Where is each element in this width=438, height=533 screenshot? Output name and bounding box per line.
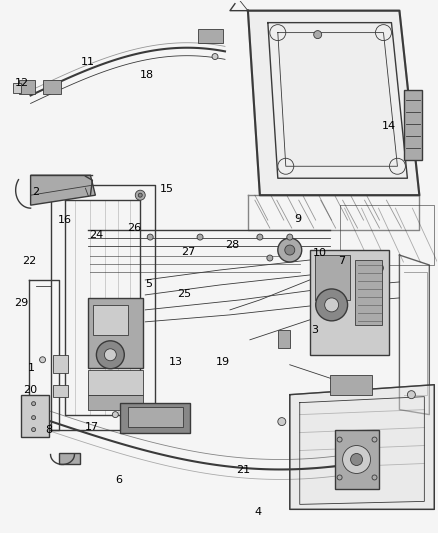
Circle shape	[39, 357, 46, 363]
Text: 22: 22	[22, 256, 36, 266]
Text: 25: 25	[177, 289, 191, 299]
Text: 9: 9	[294, 214, 301, 224]
Circle shape	[267, 255, 273, 261]
Bar	[278, 330, 290, 348]
Bar	[314, 255, 350, 300]
Text: 13: 13	[168, 357, 182, 367]
Circle shape	[147, 234, 153, 240]
Bar	[404, 91, 422, 160]
Text: 21: 21	[236, 465, 250, 474]
Bar	[198, 29, 223, 43]
Text: 17: 17	[85, 422, 99, 432]
Bar	[13, 84, 21, 93]
Bar	[59, 453, 81, 464]
Text: 11: 11	[81, 57, 95, 67]
Circle shape	[112, 411, 118, 417]
Polygon shape	[31, 175, 95, 205]
Circle shape	[278, 417, 286, 425]
Circle shape	[138, 193, 142, 197]
Polygon shape	[290, 385, 434, 510]
Text: 3: 3	[311, 325, 318, 335]
Circle shape	[407, 391, 415, 399]
Text: 27: 27	[181, 247, 195, 256]
Circle shape	[337, 437, 342, 442]
Circle shape	[278, 238, 302, 262]
Text: 2: 2	[32, 187, 39, 197]
Text: 8: 8	[45, 425, 52, 435]
Text: 24: 24	[89, 230, 103, 240]
Circle shape	[212, 53, 218, 60]
Circle shape	[316, 289, 348, 321]
Text: 5: 5	[146, 279, 152, 288]
Circle shape	[32, 402, 35, 406]
Text: 18: 18	[140, 70, 154, 80]
Text: 7: 7	[338, 256, 345, 266]
Circle shape	[135, 190, 145, 200]
Circle shape	[314, 30, 321, 38]
Circle shape	[287, 234, 293, 240]
Circle shape	[104, 349, 117, 361]
Circle shape	[197, 234, 203, 240]
Text: 14: 14	[382, 120, 396, 131]
Circle shape	[32, 416, 35, 419]
Text: 1: 1	[28, 362, 35, 373]
Text: 29: 29	[14, 297, 29, 308]
Text: 4: 4	[255, 507, 262, 517]
Circle shape	[372, 475, 377, 480]
Circle shape	[375, 264, 384, 272]
Text: 6: 6	[115, 475, 122, 485]
Polygon shape	[248, 11, 419, 195]
Circle shape	[325, 298, 339, 312]
Text: 28: 28	[225, 240, 239, 250]
Text: 15: 15	[159, 184, 173, 195]
Bar	[310, 250, 389, 355]
Bar	[355, 260, 382, 325]
Bar	[128, 407, 183, 426]
Bar	[21, 394, 49, 437]
Bar	[88, 394, 143, 410]
Bar	[120, 402, 190, 433]
Text: 16: 16	[58, 215, 72, 225]
Text: 26: 26	[127, 223, 141, 233]
Circle shape	[32, 427, 35, 432]
Text: 20: 20	[23, 385, 37, 395]
Text: 10: 10	[312, 248, 326, 258]
Bar	[330, 375, 371, 394]
Circle shape	[372, 437, 377, 442]
Circle shape	[257, 234, 263, 240]
Circle shape	[96, 341, 124, 369]
Bar	[88, 370, 143, 394]
Bar	[19, 80, 35, 94]
Circle shape	[285, 245, 295, 255]
Circle shape	[343, 446, 371, 473]
Bar	[42, 80, 60, 94]
Text: 12: 12	[14, 78, 29, 88]
Text: 19: 19	[216, 357, 230, 367]
Bar	[93, 305, 128, 335]
Bar	[53, 355, 68, 373]
Bar	[335, 430, 379, 489]
Bar	[88, 298, 143, 368]
Circle shape	[337, 475, 342, 480]
Circle shape	[350, 454, 363, 465]
Bar	[53, 385, 68, 397]
